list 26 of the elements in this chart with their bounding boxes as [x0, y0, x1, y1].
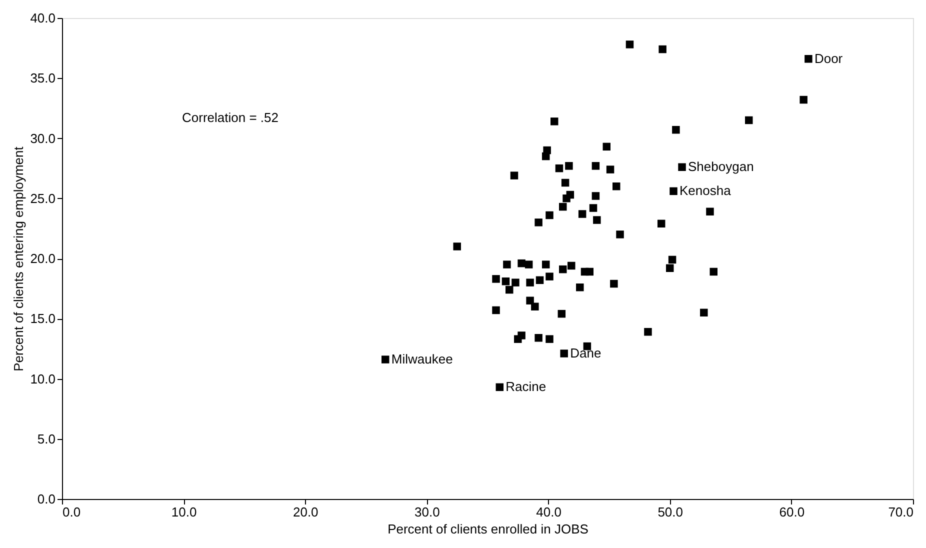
x-axis-title: Percent of clients enrolled in JOBS [388, 522, 589, 536]
y-tick-label: 30.0 [30, 130, 56, 146]
y-tick-label: 0.0 [37, 492, 56, 506]
annotation: Correlation = .52 [182, 110, 278, 125]
x-tick-label: 0.0 [62, 504, 81, 520]
y-tick-label: 5.0 [37, 431, 56, 446]
y-tick-label: 20.0 [30, 251, 56, 266]
annotation: Racine [506, 379, 546, 394]
x-tick-label: 40.0 [536, 504, 562, 520]
x-tick-label: 10.0 [171, 504, 197, 520]
annotation: Milwaukee [391, 352, 453, 367]
y-tick-label: 10.0 [30, 371, 56, 386]
y-axis-title: Percent of clients entering employment [11, 146, 26, 372]
y-tick-label: 35.0 [30, 70, 56, 86]
y-tick-label: 25.0 [30, 190, 56, 206]
y-tick-label: 15.0 [30, 311, 56, 326]
x-tick-label: 50.0 [658, 504, 684, 520]
x-tick-label: 30.0 [414, 504, 440, 520]
y-tick-label: 40.0 [30, 10, 56, 26]
annotation: Door [814, 50, 844, 66]
x-tick-label: 20.0 [292, 504, 318, 520]
annotation: Kenosha [680, 183, 732, 198]
annotation: Dane [570, 345, 602, 360]
annotation: Sheboygan [688, 159, 754, 174]
x-tick-label: 70.0 [888, 504, 914, 520]
x-tick-label: 60.0 [779, 504, 805, 520]
